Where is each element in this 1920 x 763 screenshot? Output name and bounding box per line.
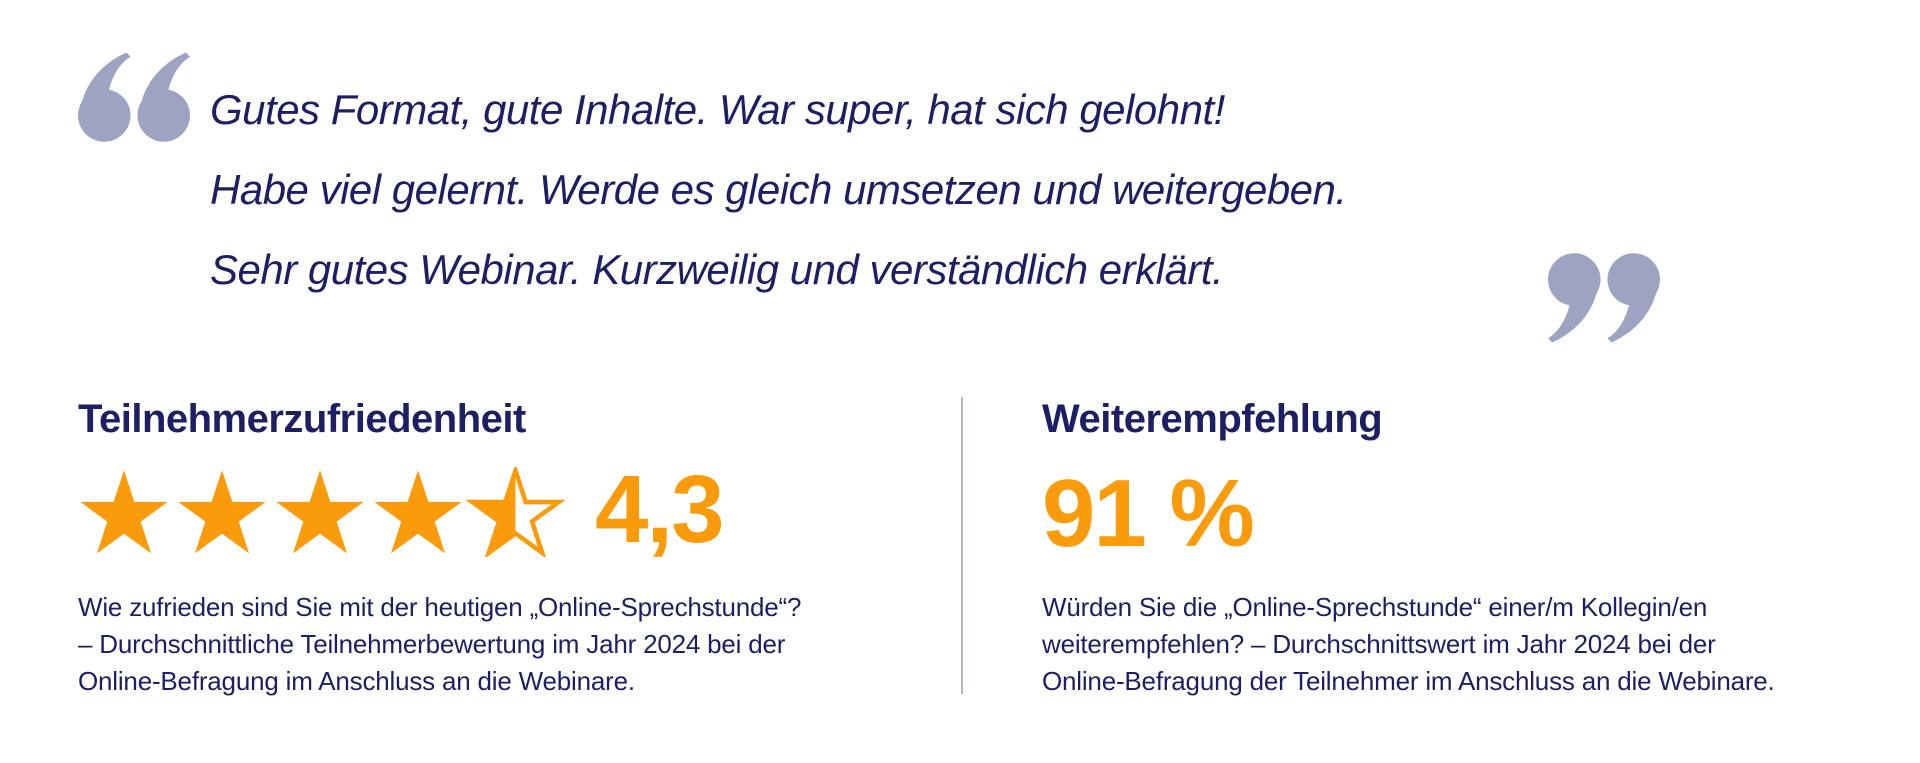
quote-line-1: Gutes Format, gute Inhalte. War super, h… <box>210 86 1225 133</box>
star-full-icon <box>276 470 364 554</box>
recommendation-title: Weiterempfehlung <box>1042 397 1383 441</box>
satisfaction-desc-line-2: – Durchschnittliche Teilnehmerbewertung … <box>78 629 786 659</box>
quote-close-icon <box>1548 253 1660 343</box>
recommendation-desc-line-1: Würden Sie die „Online-Sprechstunde“ ein… <box>1042 592 1708 622</box>
quote-open-icon <box>78 52 190 142</box>
star-full-icon <box>178 470 266 554</box>
star-half-icon <box>466 467 565 557</box>
satisfaction-description: Wie zufrieden sind Sie mit der heutigen … <box>78 589 801 700</box>
column-divider <box>961 397 963 694</box>
testimonial-quote: Gutes Format, gute Inhalte. War super, h… <box>210 70 1347 310</box>
quote-line-3: Sehr gutes Webinar. Kurzweilig und verst… <box>210 246 1224 293</box>
star-full-icon <box>374 470 462 554</box>
recommendation-desc-line-3: Online-Befragung der Teilnehmer im Ansch… <box>1042 666 1775 696</box>
satisfaction-value: 4,3 <box>595 456 724 563</box>
satisfaction-rating: 4,3 <box>78 456 724 563</box>
satisfaction-desc-line-3: Online-Befragung im Anschluss an die Web… <box>78 666 635 696</box>
recommendation-desc-line-2: weiterempfehlen? – Durchschnittswert im … <box>1042 629 1716 659</box>
star-full-icon <box>80 470 168 554</box>
recommendation-value: 91 % <box>1042 460 1255 567</box>
star-rating <box>78 467 567 557</box>
satisfaction-desc-line-1: Wie zufrieden sind Sie mit der heutigen … <box>78 592 802 622</box>
satisfaction-title: Teilnehmerzufriedenheit <box>78 397 526 441</box>
quote-line-2: Habe viel gelernt. Werde es gleich umset… <box>210 166 1347 213</box>
recommendation-description: Würden Sie die „Online-Sprechstunde“ ein… <box>1042 589 1775 700</box>
